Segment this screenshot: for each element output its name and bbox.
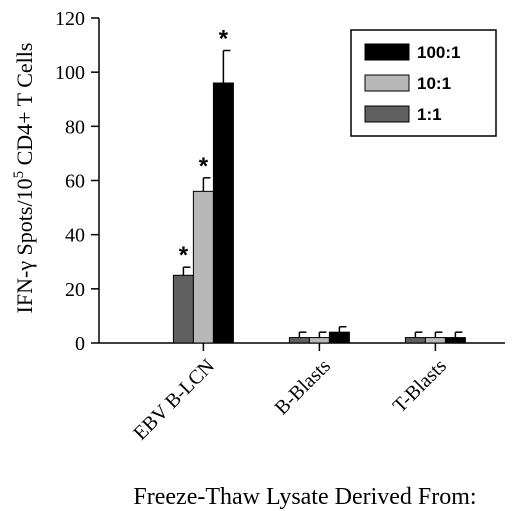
legend-label: 10:1 — [417, 74, 451, 93]
x-tick-label: EBV B-LCN — [129, 355, 219, 445]
y-axis-label: IFN-γ Spots/105 CD4+ T Cells — [11, 43, 37, 314]
bar — [424, 337, 446, 344]
y-tick-label: 0 — [75, 333, 85, 355]
y-tick-label: 80 — [65, 116, 85, 138]
significance-marker: * — [219, 26, 229, 53]
legend-label: 1:1 — [417, 105, 442, 124]
legend-swatch — [364, 74, 410, 92]
bar — [288, 337, 310, 344]
significance-marker: * — [199, 153, 209, 180]
x-tick-label: B-Blasts — [271, 355, 335, 419]
bar — [308, 337, 330, 344]
bars: * * * — [172, 26, 466, 344]
bar — [328, 331, 350, 344]
bar — [404, 337, 426, 344]
x-axis-label: Freeze-Thaw Lysate Derived From: — [133, 484, 476, 510]
y-tick-label: 120 — [55, 8, 85, 30]
bar — [172, 274, 194, 344]
bar — [192, 190, 214, 344]
y-tick-label: 100 — [55, 62, 85, 84]
bar — [212, 82, 234, 344]
y-tick-label: 20 — [65, 279, 85, 301]
legend: 100:1 10:1 1:1 — [350, 29, 497, 137]
legend-label: 100:1 — [417, 43, 460, 62]
y-tick-label: 40 — [65, 225, 85, 247]
bar — [444, 337, 466, 344]
y-tick-label: 60 — [65, 171, 85, 193]
x-tick-label: T-Blasts — [389, 355, 451, 417]
significance-marker: * — [179, 242, 189, 269]
legend-swatch — [364, 43, 410, 61]
legend-swatch — [364, 105, 410, 123]
